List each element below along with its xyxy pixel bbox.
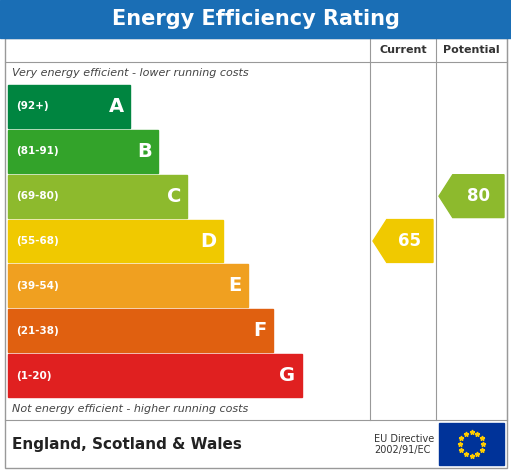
Text: (1-20): (1-20) <box>16 370 52 381</box>
Text: EU Directive: EU Directive <box>374 434 434 444</box>
Polygon shape <box>373 219 433 263</box>
Text: E: E <box>228 276 242 295</box>
Text: A: A <box>109 97 124 116</box>
Text: G: G <box>280 366 295 385</box>
Text: England, Scotland & Wales: England, Scotland & Wales <box>12 437 242 452</box>
Text: (39-54): (39-54) <box>16 281 59 291</box>
Text: (81-91): (81-91) <box>16 146 59 156</box>
Text: (69-80): (69-80) <box>16 191 59 201</box>
Text: Current: Current <box>379 45 427 55</box>
Bar <box>8 264 248 307</box>
Bar <box>8 175 187 218</box>
Text: 2002/91/EC: 2002/91/EC <box>374 445 430 455</box>
Text: 65: 65 <box>399 232 422 250</box>
Text: (55-68): (55-68) <box>16 236 59 246</box>
Bar <box>8 130 158 173</box>
Bar <box>8 309 273 352</box>
Text: B: B <box>137 142 152 161</box>
Text: (92+): (92+) <box>16 101 49 112</box>
Text: Energy Efficiency Rating: Energy Efficiency Rating <box>111 9 400 29</box>
Text: 80: 80 <box>467 187 490 205</box>
Text: Not energy efficient - higher running costs: Not energy efficient - higher running co… <box>12 404 248 414</box>
Bar <box>0 0 511 38</box>
Bar <box>439 423 504 465</box>
Text: D: D <box>201 231 217 251</box>
Text: F: F <box>253 321 267 340</box>
Bar <box>8 219 223 263</box>
Bar <box>8 85 130 128</box>
Bar <box>8 354 301 397</box>
Polygon shape <box>439 175 504 218</box>
Text: (21-38): (21-38) <box>16 326 59 336</box>
Text: Very energy efficient - lower running costs: Very energy efficient - lower running co… <box>12 68 249 78</box>
Text: Potential: Potential <box>443 45 500 55</box>
Text: C: C <box>167 187 181 206</box>
